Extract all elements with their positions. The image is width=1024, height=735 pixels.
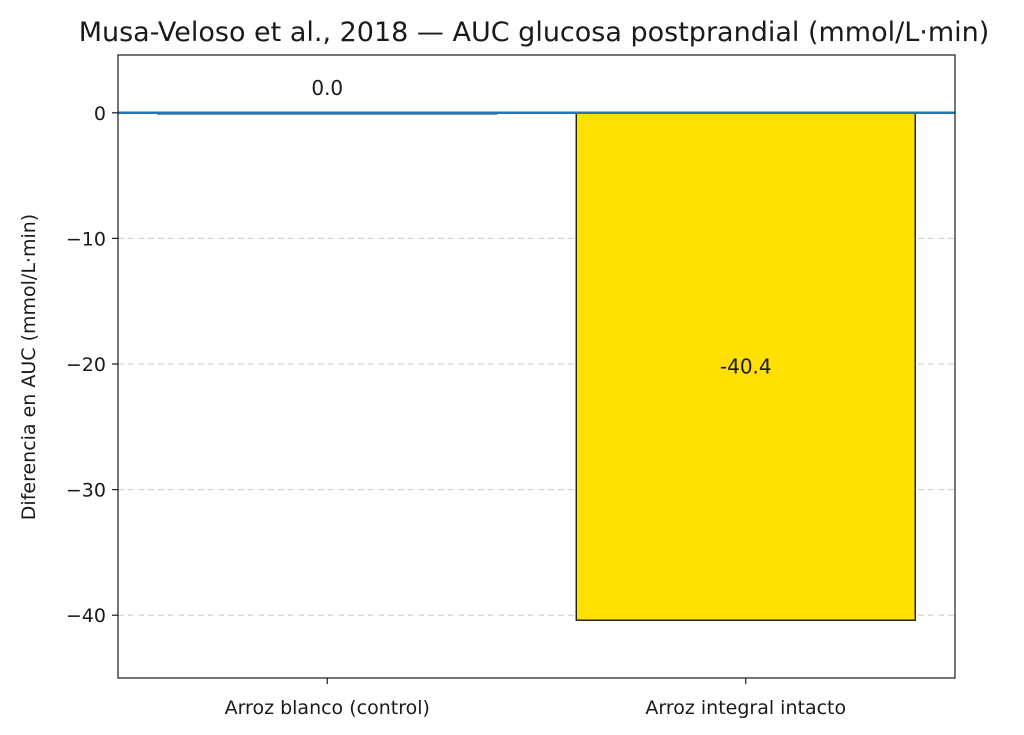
data-labels: 0.0 -40.4	[311, 76, 771, 379]
x-tick-label: Arroz blanco (control)	[225, 697, 430, 719]
data-label: -40.4	[720, 355, 772, 379]
y-tick-label: 0	[94, 103, 106, 125]
chart-title: Musa-Veloso et al., 2018 — AUC glucosa p…	[79, 17, 990, 48]
plot-frame	[117, 54, 956, 679]
y-axis: 0 −10 −20 −30 −40	[66, 103, 118, 627]
x-tick-label: Arroz integral intacto	[645, 697, 846, 719]
y-axis-label: Diferencia en AUC (mmol/L·min)	[18, 214, 40, 520]
y-tick-label: −10	[66, 228, 106, 250]
y-tick-label: −20	[66, 354, 106, 376]
bars-layer	[157, 112, 916, 621]
data-label: 0.0	[311, 76, 343, 100]
y-tick-label: −40	[66, 605, 106, 627]
y-tick-label: −30	[66, 480, 106, 502]
bar	[575, 112, 916, 621]
x-axis: Arroz blanco (control) Arroz integral int…	[225, 678, 846, 719]
